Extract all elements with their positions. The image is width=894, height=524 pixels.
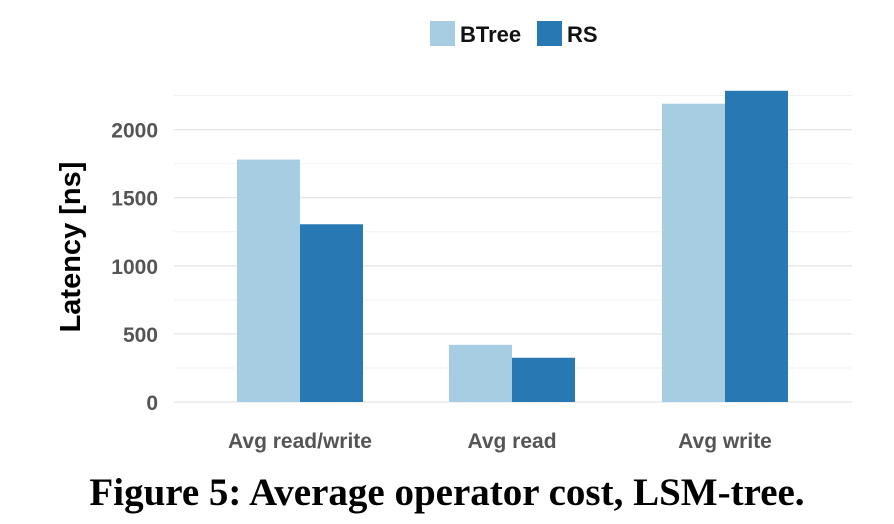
x-category-label: Avg read <box>467 430 556 453</box>
bar-btree-0 <box>237 159 300 402</box>
y-axis-ticks: 0 500 1000 1500 2000 <box>111 120 158 415</box>
y-tick-label: 2000 <box>111 120 158 143</box>
y-axis-label: Latency [ns] <box>55 162 87 333</box>
bars <box>237 90 788 403</box>
legend: BTree RS <box>430 21 598 47</box>
y-tick-label: 1500 <box>111 188 158 211</box>
bar-rs-2 <box>725 90 788 403</box>
y-tick-label: 1000 <box>111 256 158 279</box>
bar-rs-0 <box>300 224 363 402</box>
x-category-label: Avg write <box>678 430 772 453</box>
x-axis-categories: Avg read/write Avg read Avg write <box>228 430 772 453</box>
y-tick-label: 0 <box>146 392 158 415</box>
legend-swatch-rs <box>537 21 562 46</box>
figure-caption: Figure 5: Average operator cost, LSM-tre… <box>89 471 805 514</box>
bar-btree-2 <box>662 103 725 403</box>
bar-btree-1 <box>449 344 512 402</box>
x-category-label: Avg read/write <box>228 430 372 453</box>
legend-swatch-btree <box>430 21 455 46</box>
legend-label-rs: RS <box>567 22 598 47</box>
legend-label-btree: BTree <box>460 22 521 47</box>
y-tick-label: 500 <box>123 324 158 347</box>
bar-rs-1 <box>512 357 575 402</box>
